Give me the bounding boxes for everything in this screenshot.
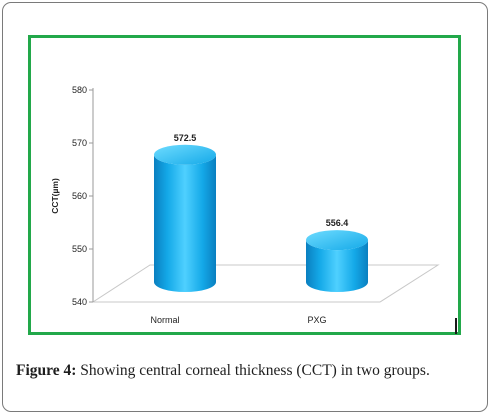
data-label: 572.5 — [174, 133, 197, 143]
caption-label: Figure 4: — [16, 362, 77, 379]
x-category-label: Normal — [150, 315, 179, 325]
bar-top-normal — [154, 144, 216, 165]
bar-top-pxg — [306, 230, 368, 251]
chart-area — [28, 35, 461, 335]
y-tick-label: 580 — [72, 85, 87, 95]
bar-pxg — [306, 240, 368, 292]
chart-floor — [91, 264, 440, 303]
y-axis-title: CCT(µm) — [50, 178, 60, 214]
y-tick-label: 540 — [72, 297, 87, 307]
y-tick-label: 560 — [72, 191, 87, 201]
caption-text: Showing central corneal thickness (CCT) … — [76, 362, 430, 379]
figure-caption: Figure 4: Showing central corneal thickn… — [16, 362, 486, 380]
y-tick-label: 570 — [72, 138, 87, 148]
frame-notch — [455, 318, 457, 334]
x-category-label: PXG — [307, 315, 326, 325]
y-tick-label: 550 — [72, 244, 87, 254]
data-label: 556.4 — [326, 218, 349, 228]
bar-normal — [154, 154, 216, 292]
